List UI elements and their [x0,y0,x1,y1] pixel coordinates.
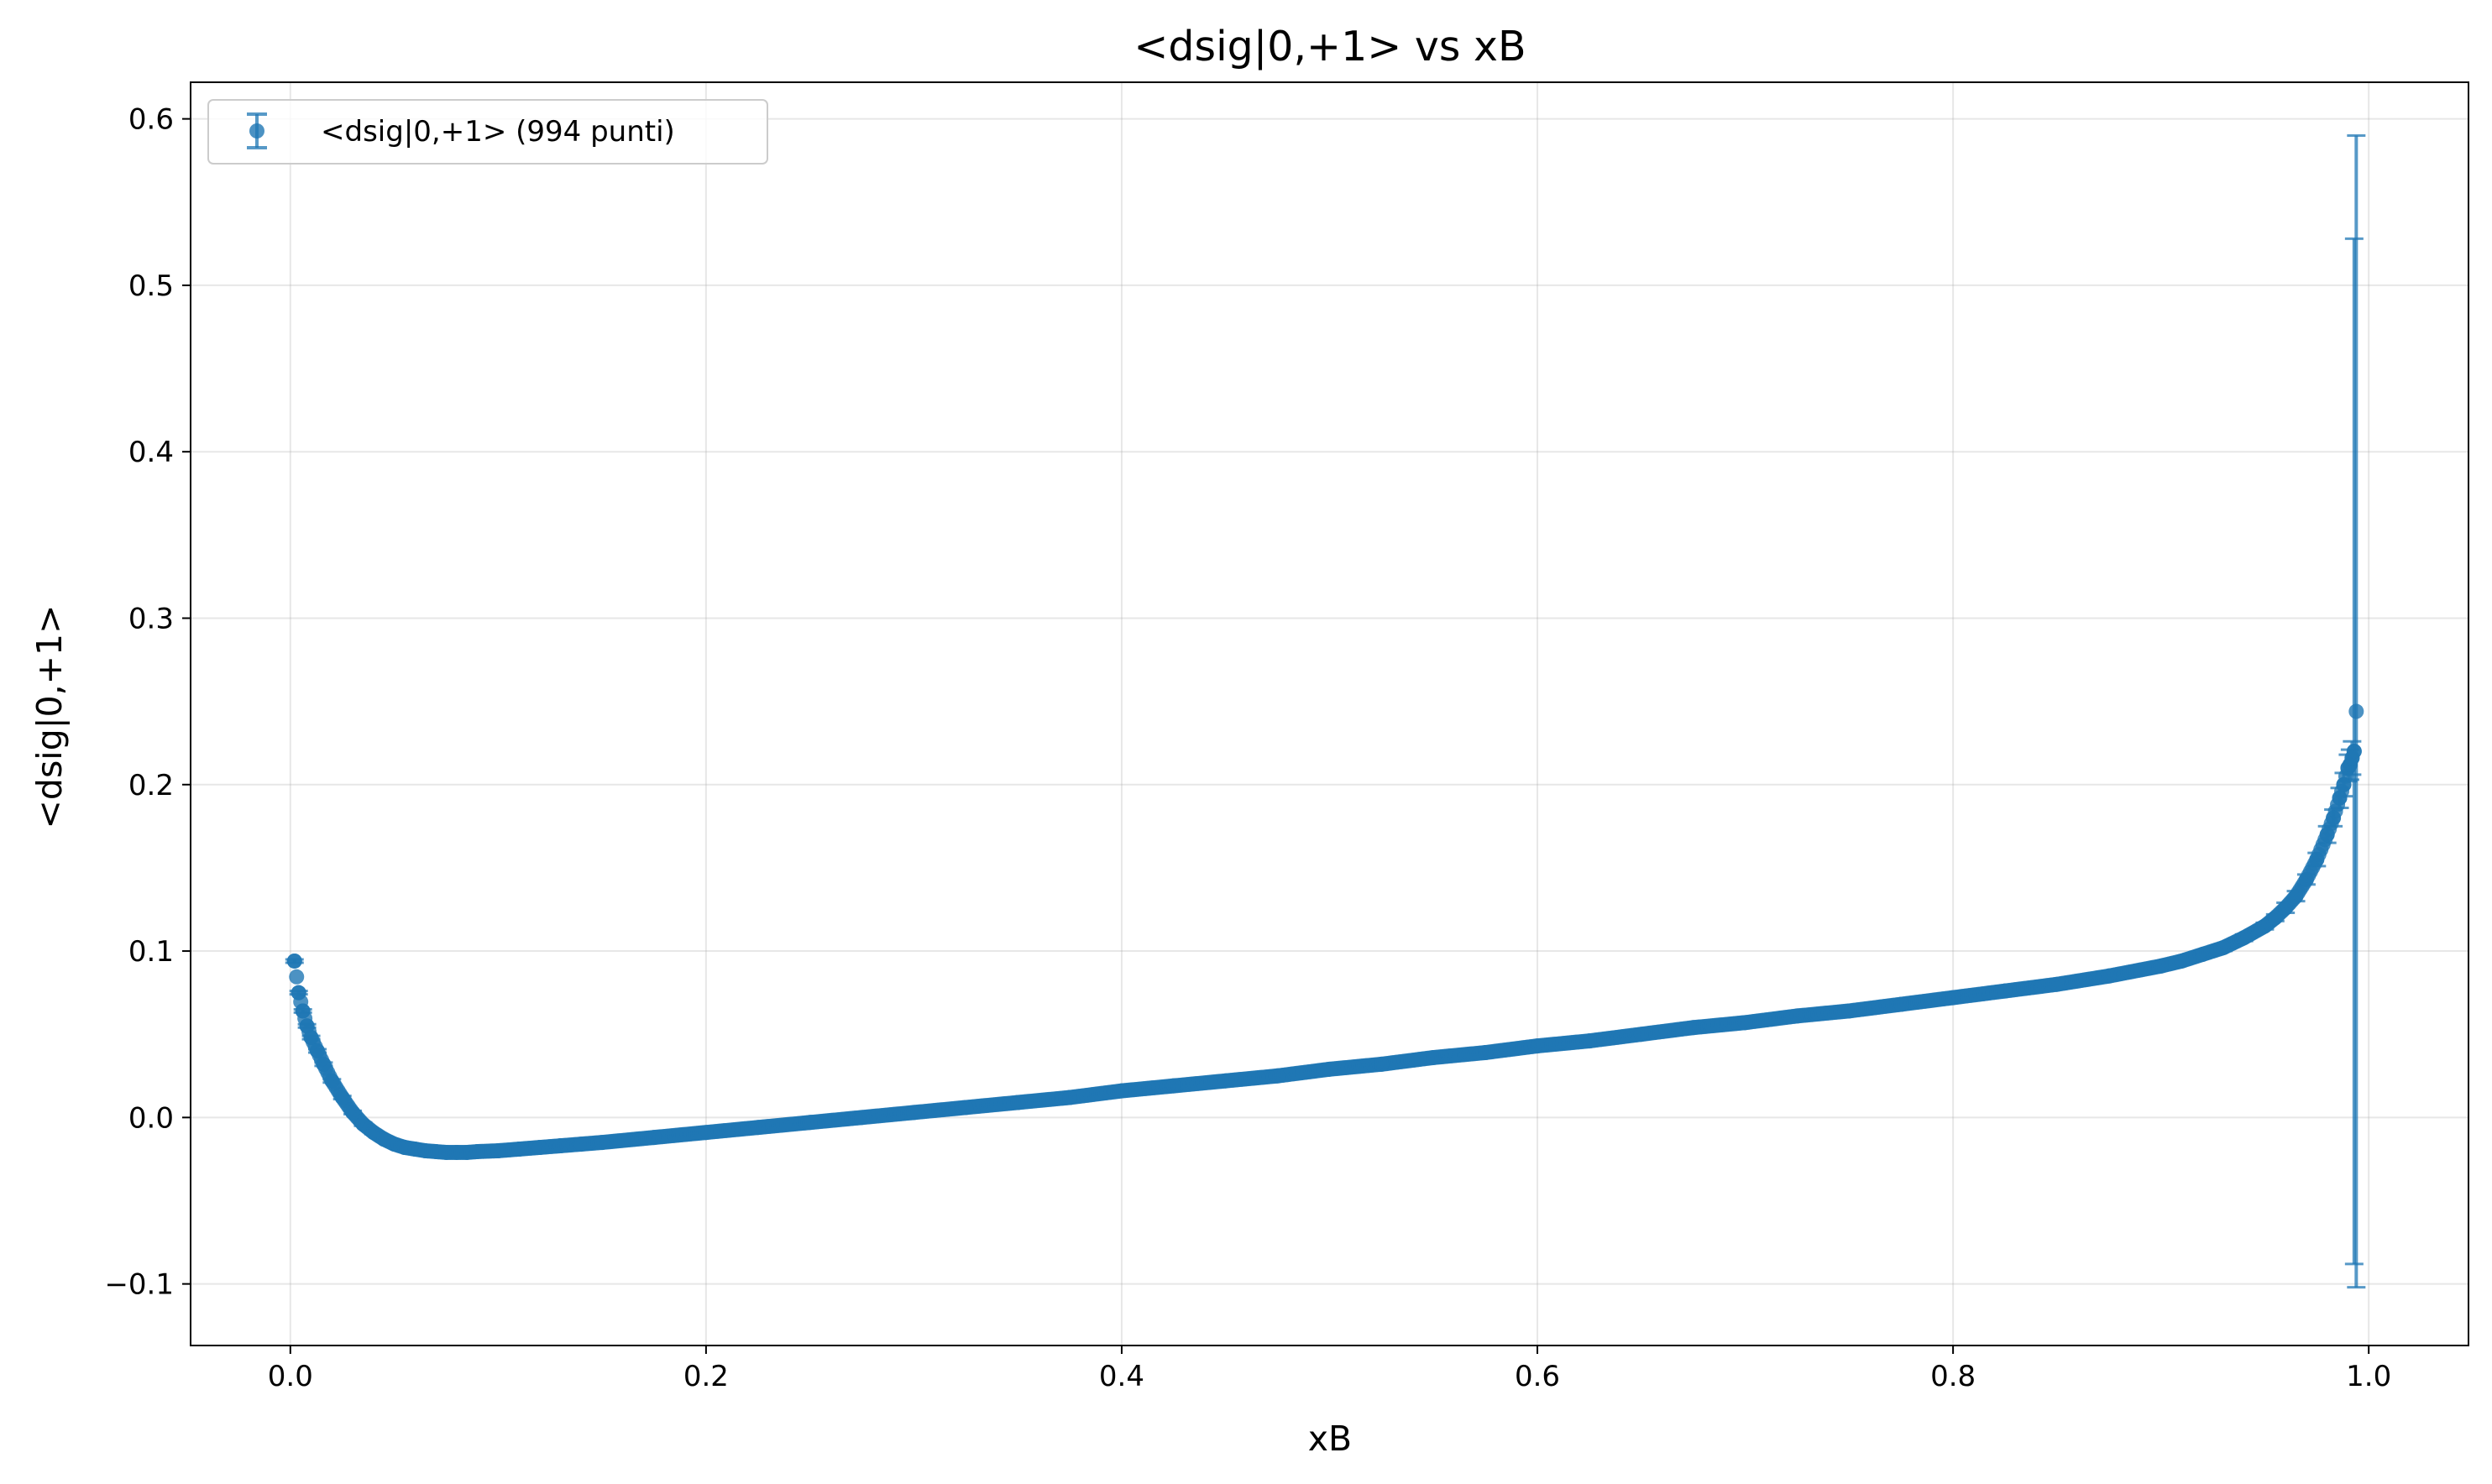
data-point [303,1030,319,1046]
data-point [286,953,302,969]
x-tick-label: 0.6 [1515,1360,1560,1393]
data-point [531,1140,547,1156]
data-point [802,1115,818,1131]
legend-marker [247,112,267,149]
data-point [854,1110,870,1126]
data-point [906,1105,922,1121]
data-point [355,1116,371,1132]
data-point [438,1144,454,1160]
data-point [1165,1078,1181,1094]
data-point [2278,900,2294,916]
data-point [1530,1038,1546,1054]
data-point [2346,744,2362,760]
data-point [324,1073,340,1089]
data-point [1113,1083,1129,1099]
data-point [448,1144,464,1160]
data-point [2257,918,2273,934]
x-tick-label: 0.2 [683,1360,729,1393]
data-point [1633,1027,1649,1042]
x-tick-label: 0.4 [1099,1360,1144,1393]
data-point [490,1143,506,1159]
data-point [594,1135,610,1151]
data-point [2348,703,2364,719]
data-point [698,1125,714,1141]
data-point [1581,1033,1597,1049]
y-tick-label: 0.6 [128,103,174,137]
data-point [1322,1061,1338,1077]
data-point [2309,852,2325,868]
data-point [1893,996,1909,1012]
data-point [1997,983,2013,999]
data-point [511,1142,527,1157]
y-axis-label: <dsig|0,+1> [29,605,70,829]
data-point [2236,930,2252,946]
data-point [1062,1089,1078,1105]
data-point [2153,958,2169,974]
data-point [2336,776,2352,792]
data-point [2319,827,2335,843]
data-point [2195,947,2211,963]
data-point [1217,1073,1233,1089]
y-tick-label: 0.5 [128,269,174,303]
data-point [2049,976,2065,992]
y-tick-label: 0.0 [128,1101,174,1135]
legend-box [207,99,768,165]
legend-label: <dsig|0,+1> (994 punti) [321,115,675,149]
data-points [286,703,2364,1160]
y-tick-label: 0.4 [128,436,174,469]
data-point [2332,790,2348,806]
data-point [1737,1015,1753,1031]
data-point [469,1143,485,1159]
data-point [2101,968,2117,984]
data-point [2326,810,2342,826]
dense-point-segment [1893,990,1959,1012]
data-point [345,1105,361,1121]
y-tick-label: −0.1 [104,1268,174,1302]
data-point [1374,1056,1390,1072]
y-axis-ticks: −0.1 0.0 0.1 0.2 0.3 0.4 0.5 0.6 [104,103,191,1302]
data-point [334,1089,350,1105]
data-point [2288,888,2304,904]
data-point [1945,990,1961,1006]
data-point [750,1120,766,1136]
data-point [291,985,306,1001]
data-point [1426,1049,1442,1065]
data-point [1841,1003,1857,1019]
y-tick-label: 0.2 [128,769,174,802]
data-point [1685,1020,1701,1036]
x-tick-label: 0.8 [1930,1360,1976,1393]
data-point [552,1138,568,1154]
data-point [1478,1045,1494,1061]
data-point [2174,953,2190,969]
x-axis-ticks: 0.0 0.2 0.4 0.6 0.8 1.0 [268,1346,2391,1393]
y-tick-label: 0.3 [128,602,174,635]
data-point [2298,871,2314,887]
data-point [2267,910,2283,926]
data-point [958,1100,974,1116]
data-point [1270,1068,1285,1084]
data-point [573,1137,589,1152]
data-point [1010,1095,1026,1110]
x-tick-label: 1.0 [2346,1360,2391,1393]
x-tick-label: 0.0 [268,1360,313,1393]
legend: <dsig|0,+1> (994 punti) [207,99,768,165]
data-point [647,1130,662,1146]
data-point [1789,1008,1805,1024]
data-point [299,1018,315,1034]
data-point [295,1003,311,1019]
chart-title: <dsig|0,+1> vs xB [1133,23,1526,71]
data-point [2215,940,2231,956]
y-tick-label: 0.1 [128,935,174,969]
data-point [309,1043,325,1059]
data-point [316,1056,332,1072]
x-axis-label: xB [1308,1419,1352,1459]
plot-frame [190,81,2469,1346]
grid [191,82,2468,1346]
